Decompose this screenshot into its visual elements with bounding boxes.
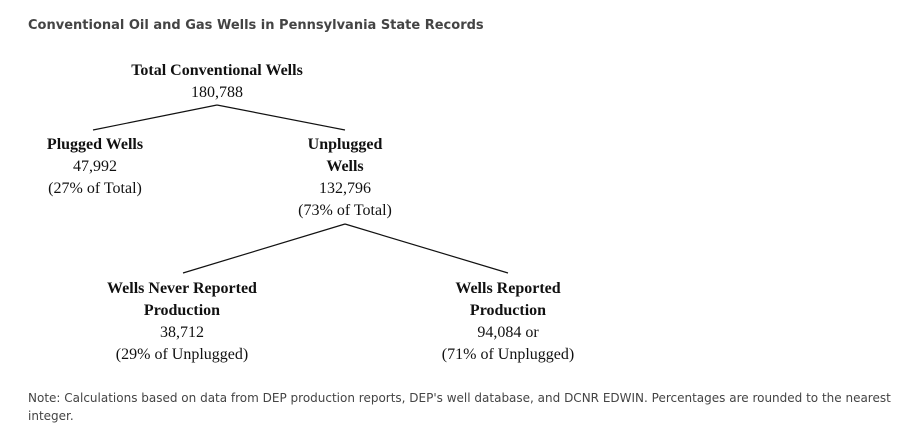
page-title: Conventional Oil and Gas Wells in Pennsy… [28, 18, 484, 33]
node-total-count: 180,788 [191, 84, 243, 101]
node-never-reported-label-line1: Wells Never Reported [107, 280, 257, 297]
node-reported-share: (71% of Unplugged) [441, 346, 575, 363]
connector-unplugged-to-reported [344, 223, 509, 274]
node-total-wells: Total Conventional Wells 180,788 [131, 60, 303, 104]
connector-unplugged-to-never [182, 223, 346, 274]
node-plugged-share: (27% of Total) [48, 180, 142, 197]
node-total-label: Total Conventional Wells [131, 62, 303, 79]
node-never-reported: Wells Never Reported Production 38,712 (… [107, 278, 257, 366]
node-reported-label-line2: Production [469, 302, 547, 319]
node-unplugged-count: 132,796 [318, 180, 371, 197]
connector-total-to-unplugged [216, 104, 346, 131]
node-reported-count: 94,084 or [477, 324, 539, 341]
connector-total-to-plugged [92, 104, 218, 131]
node-plugged-wells: Plugged Wells 47,992 (27% of Total) [47, 134, 143, 200]
node-never-reported-share: (29% of Unplugged) [115, 346, 249, 363]
node-never-reported-count: 38,712 [159, 324, 204, 341]
node-reported: Wells Reported Production 94,084 or (71%… [442, 278, 574, 366]
footnote: Note: Calculations based on data from DE… [28, 391, 891, 423]
node-plugged-label: Plugged Wells [46, 136, 144, 153]
node-unplugged-label-line1: Unplugged [307, 136, 383, 153]
node-reported-label-line1: Wells Reported [455, 280, 561, 297]
node-unplugged-wells: Unplugged Wells 132,796 (73% of Total) [298, 134, 392, 222]
node-unplugged-label-line2: Wells [326, 158, 364, 175]
node-unplugged-share: (73% of Total) [298, 202, 392, 219]
node-plugged-count: 47,992 [72, 158, 117, 175]
node-never-reported-label-line2: Production [143, 302, 221, 319]
